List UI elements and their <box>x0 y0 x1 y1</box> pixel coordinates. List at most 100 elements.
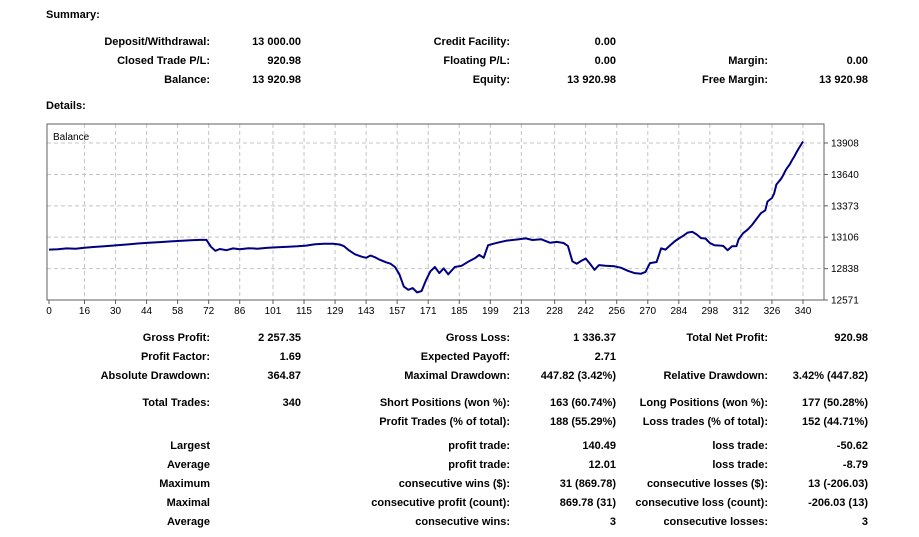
stat-value <box>768 348 868 367</box>
x-axis-label: 270 <box>639 306 656 317</box>
stat-value: 0.00 <box>846 55 868 67</box>
stat-value: 0.00 <box>594 55 616 67</box>
stats-group: Largest profit trade: 140.49 loss trade: -50… <box>0 437 919 532</box>
x-axis-label: 143 <box>358 306 375 317</box>
stat-label: Maximum <box>159 478 210 490</box>
stat-value: 177 (50.28%) <box>801 397 868 409</box>
chart-border <box>46 123 825 301</box>
stats-row: Maximum consecutive wins ($): 31 (869.78) c… <box>0 475 919 494</box>
x-axis-label: 30 <box>110 306 122 317</box>
stat-value: 3.42% (447.82) <box>792 370 868 382</box>
balance-line <box>48 140 804 294</box>
balance-chart: Balance 0 16 30 44 58 72 86 101 115 129 143 157 171 18… <box>46 123 859 317</box>
y-axis-label: 12571 <box>831 296 859 307</box>
stat-label: Average <box>166 516 210 528</box>
stat-value: 869.78 (31) <box>559 497 616 509</box>
stat-label: consecutive loss (count): <box>635 497 768 509</box>
summary-section-header: Summary: <box>46 9 100 21</box>
stat-value: -50.62 <box>836 440 868 452</box>
summary-row: Balance: 13 920.98 Equity: 13 920.98 Free Ma… <box>0 71 919 90</box>
x-axis-label: 58 <box>172 306 184 317</box>
stats-row: Largest profit trade: 140.49 loss trade: -50… <box>0 437 919 456</box>
stat-label: Largest <box>170 440 210 452</box>
stat-label: Closed Trade P/L: <box>117 55 210 67</box>
stat-value: 1.69 <box>279 351 301 363</box>
stat-value: 364.87 <box>267 370 301 382</box>
x-axis-label: 340 <box>795 306 812 317</box>
x-axis-label: 284 <box>670 306 687 317</box>
stat-value: 3 <box>861 516 868 528</box>
stats-group: Gross Profit: 2 257.35 Gross Loss: 1 336.37… <box>0 329 919 386</box>
stat-label: profit trade: <box>448 459 510 471</box>
stat-value <box>210 413 301 432</box>
x-axis-label: 129 <box>327 306 344 317</box>
stat-label: Equity: <box>472 74 510 86</box>
stat-value: 188 (55.29%) <box>549 416 616 428</box>
stat-label <box>616 33 768 52</box>
x-axis-label: 157 <box>389 306 406 317</box>
x-axis-label: 256 <box>608 306 625 317</box>
statistics-table: Gross Profit: 2 257.35 Gross Loss: 1 336.37… <box>0 329 919 532</box>
x-axis-label: 115 <box>296 306 312 317</box>
stat-label: loss trade: <box>712 440 768 452</box>
stat-label: consecutive wins ($): <box>398 478 510 490</box>
y-axis-label: 13908 <box>831 139 859 150</box>
stat-label: consecutive losses ($): <box>646 478 768 490</box>
stat-label: consecutive profit (count): <box>371 497 510 509</box>
stat-value: 12.01 <box>588 459 616 471</box>
x-axis-label: 199 <box>482 306 499 317</box>
stats-row: Profit Factor: 1.69 Expected Payoff: 2.71 <box>0 348 919 367</box>
stat-label: Balance: <box>164 74 210 86</box>
stats-row: Total Trades: 340 Short Positions (won %):… <box>0 394 919 413</box>
stat-value: -206.03 (13) <box>808 497 868 509</box>
stat-label: Long Positions (won %): <box>639 397 768 409</box>
stat-label: Free Margin: <box>701 74 768 86</box>
stat-label: Deposit/Withdrawal: <box>104 36 210 48</box>
y-axis-label: 13373 <box>831 201 859 212</box>
stat-value: 0.00 <box>594 36 616 48</box>
stat-value: -8.79 <box>842 459 868 471</box>
stat-value: 920.98 <box>267 55 301 67</box>
stat-value <box>210 513 301 532</box>
stat-value: 2 257.35 <box>258 332 301 344</box>
stat-value <box>210 494 301 513</box>
stat-label: Maximal <box>166 497 210 509</box>
x-axis-label: 213 <box>513 306 530 317</box>
stat-value: 13 920.98 <box>567 74 616 86</box>
stats-row: Profit Trades (% of total): 188 (55.29%) L… <box>0 413 919 432</box>
stats-row: Absolute Drawdown: 364.87 Maximal Drawdown… <box>0 367 919 386</box>
stat-label: Profit Trades (% of total): <box>379 416 510 428</box>
x-axis-label: 185 <box>451 306 468 317</box>
x-axis-label: 86 <box>234 306 246 317</box>
stat-label: Profit Factor: <box>140 351 210 363</box>
stat-value <box>768 33 868 52</box>
stat-label: consecutive wins: <box>415 516 510 528</box>
stat-value: 2.71 <box>594 351 616 363</box>
stat-label: Expected Payoff: <box>420 351 510 363</box>
chart-legend-balance: Balance <box>53 132 90 143</box>
stats-row: Average consecutive wins: 3 consecutive los… <box>0 513 919 532</box>
y-axis-label: 13640 <box>831 170 859 181</box>
stat-value: 152 (44.71%) <box>801 416 868 428</box>
stat-value: 13 000.00 <box>252 36 301 48</box>
stats-row: Average profit trade: 12.01 loss trade: -8.7… <box>0 456 919 475</box>
x-axis-label: 72 <box>203 306 215 317</box>
stat-label: Credit Facility: <box>433 36 510 48</box>
x-axis-label: 312 <box>733 306 750 317</box>
stat-label: Relative Drawdown: <box>663 370 768 382</box>
stat-label: Total Trades: <box>142 397 210 409</box>
stat-label: loss trade: <box>712 459 768 471</box>
stat-label <box>616 348 768 367</box>
x-axis-label: 0 <box>46 306 52 317</box>
details-section-header: Details: <box>46 100 86 112</box>
stat-value: 163 (60.74%) <box>549 397 616 409</box>
summary-table: Deposit/Withdrawal: 13 000.00 Credit Facil… <box>0 33 919 90</box>
stat-label: Absolute Drawdown: <box>100 370 210 382</box>
stat-value: 140.49 <box>582 440 616 452</box>
summary-row: Closed Trade P/L: 920.98 Floating P/L: 0.00… <box>0 52 919 71</box>
x-axis-label: 228 <box>546 306 563 317</box>
stat-value: 447.82 (3.42%) <box>540 370 616 382</box>
stat-value: 340 <box>282 397 301 409</box>
stats-row: Maximal consecutive profit (count): 869.78… <box>0 494 919 513</box>
stat-label: Loss trades (% of total): <box>642 416 768 428</box>
